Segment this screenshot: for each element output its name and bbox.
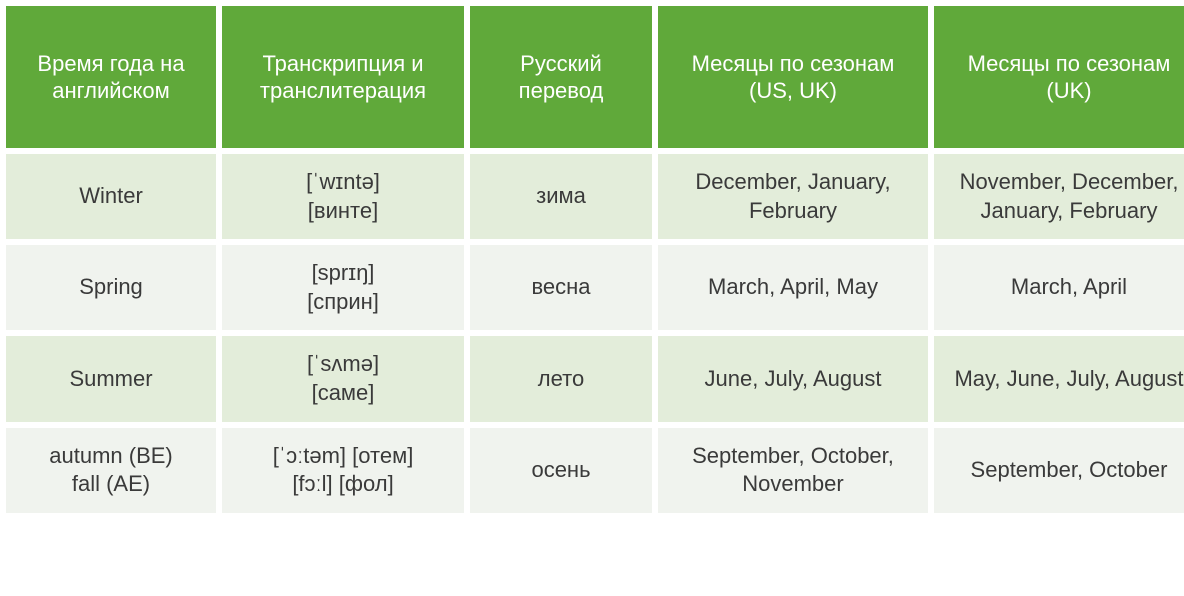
cell-season-en: Winter (6, 154, 216, 239)
cell-months-uk: May, June, July, August (934, 336, 1184, 421)
cell-russian: осень (470, 428, 652, 513)
cell-months-uk: March, April (934, 245, 1184, 330)
cell-transcription: [ˈwɪntə][винте] (222, 154, 464, 239)
table-row: Winter [ˈwɪntə][винте] зима December, Ja… (6, 154, 1184, 239)
cell-months-us-uk: March, April, May (658, 245, 928, 330)
cell-transcription: [ˈsʌmə][саме] (222, 336, 464, 421)
col-header-russian: Русский перевод (470, 6, 652, 148)
table-header-row: Время года на английском Транскрипция и … (6, 6, 1184, 148)
cell-season-en: Spring (6, 245, 216, 330)
table-row: autumn (BE)fall (AE) [ˈɔːtəm] [отем][fɔː… (6, 428, 1184, 513)
cell-season-en: autumn (BE)fall (AE) (6, 428, 216, 513)
cell-russian: зима (470, 154, 652, 239)
cell-transcription: [sprɪŋ][сприн] (222, 245, 464, 330)
cell-russian: весна (470, 245, 652, 330)
cell-months-uk: November, December, January, February (934, 154, 1184, 239)
table-row: Spring [sprɪŋ][сприн] весна March, April… (6, 245, 1184, 330)
table-row: Summer [ˈsʌmə][саме] лето June, July, Au… (6, 336, 1184, 421)
cell-months-us-uk: December, January, February (658, 154, 928, 239)
cell-season-en: Summer (6, 336, 216, 421)
cell-russian: лето (470, 336, 652, 421)
cell-months-uk: September, October (934, 428, 1184, 513)
col-header-months-uk: Месяцы по сезонам(UK) (934, 6, 1184, 148)
seasons-table: Время года на английском Транскрипция и … (0, 0, 1184, 519)
col-header-season-en: Время года на английском (6, 6, 216, 148)
col-header-transcription: Транскрипция и транслитерация (222, 6, 464, 148)
cell-months-us-uk: September, October, November (658, 428, 928, 513)
cell-transcription: [ˈɔːtəm] [отем][fɔːl] [фол] (222, 428, 464, 513)
cell-months-us-uk: June, July, August (658, 336, 928, 421)
col-header-months-us-uk: Месяцы по сезонам(US, UK) (658, 6, 928, 148)
